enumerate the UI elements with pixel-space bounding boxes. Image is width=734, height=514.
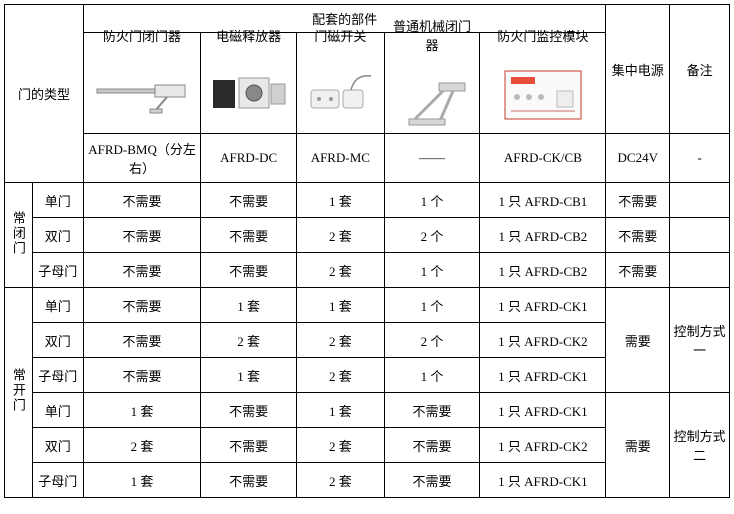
col-dsw: 门磁开关	[297, 33, 384, 134]
cell: 1 只 AFRD-CB2	[480, 253, 606, 288]
cell: 2 套	[201, 323, 297, 358]
cell: 2 个	[384, 218, 480, 253]
cell: 1 套	[297, 183, 384, 218]
model-row: AFRD-BMQ（分左右） AFRD-DC AFRD-MC —— AFRD-CK…	[5, 134, 730, 183]
group-nc: 常闭门	[5, 183, 33, 288]
cell: 不需要	[201, 428, 297, 463]
model-monitor: AFRD-CK/CB	[480, 134, 606, 183]
subtype-cell: 子母门	[32, 253, 83, 288]
model-power: DC24V	[606, 134, 670, 183]
cell: 1 只 AFRD-CK2	[480, 323, 606, 358]
subtype-cell: 双门	[32, 428, 83, 463]
spec-table: 门的类型 配套的部件 集中电源 备注 防火门闭门器 电磁释放器	[4, 4, 730, 498]
monitor-icon	[482, 49, 603, 141]
subtype-cell: 单门	[32, 393, 83, 428]
cell: 1 套	[201, 358, 297, 393]
subtype-cell: 单门	[32, 288, 83, 323]
cell: 不需要	[201, 253, 297, 288]
cell: 不需要	[384, 463, 480, 498]
emag-icon	[203, 49, 294, 141]
cell: 不需要	[384, 428, 480, 463]
closer-icon	[86, 49, 198, 141]
cell: 不需要	[606, 183, 670, 218]
cell: 1 只 AFRD-CB1	[480, 183, 606, 218]
cell	[670, 218, 730, 253]
col-note: 备注	[670, 5, 730, 134]
col-mech: 普通机械闭门器	[384, 33, 480, 134]
table-row: 常开门 单门 不需要 1 套 1 套 1 个 1 只 AFRD-CK1 需要 控…	[5, 288, 730, 323]
cell: 1 个	[384, 358, 480, 393]
table-row: 子母门 不需要 不需要 2 套 1 个 1 只 AFRD-CB2 不需要	[5, 253, 730, 288]
subtype-cell: 双门	[32, 323, 83, 358]
cell: 1 只 AFRD-CK1	[480, 463, 606, 498]
cell: 2 套	[297, 463, 384, 498]
model-emag: AFRD-DC	[201, 134, 297, 183]
cell: 1 个	[384, 288, 480, 323]
subtype-cell: 单门	[32, 183, 83, 218]
cell: 不需要	[83, 218, 200, 253]
cell: 1 只 AFRD-CK1	[480, 358, 606, 393]
cell: 1 套	[297, 393, 384, 428]
group-no: 常开门	[5, 288, 33, 498]
model-note: -	[670, 134, 730, 183]
table-row: 双门 不需要 不需要 2 套 2 个 1 只 AFRD-CB2 不需要	[5, 218, 730, 253]
cell	[670, 183, 730, 218]
cell: 控制方式二	[670, 393, 730, 498]
dsw-icon	[299, 49, 381, 141]
cell: 2 套	[297, 218, 384, 253]
cell: 不需要	[83, 183, 200, 218]
cell: 1 只 AFRD-CK1	[480, 393, 606, 428]
cell: 2 套	[297, 428, 384, 463]
model-dsw: AFRD-MC	[297, 134, 384, 183]
cell: 1 只 AFRD-CK1	[480, 288, 606, 323]
cell: 不需要	[606, 218, 670, 253]
cell: 1 只 AFRD-CK2	[480, 428, 606, 463]
cell: 不需要	[201, 183, 297, 218]
cell: 不需要	[606, 253, 670, 288]
cell: 不需要	[201, 463, 297, 498]
door-type-header: 门的类型	[5, 5, 84, 183]
cell: 1 个	[384, 183, 480, 218]
cell: 不需要	[201, 393, 297, 428]
cell: 1 个	[384, 253, 480, 288]
table-row: 常闭门 单门 不需要 不需要 1 套 1 个 1 只 AFRD-CB1 不需要	[5, 183, 730, 218]
cell: 2 套	[297, 253, 384, 288]
cell: 2 套	[83, 428, 200, 463]
cell: 1 套	[83, 393, 200, 428]
cell: 2 套	[297, 358, 384, 393]
cell: 控制方式一	[670, 288, 730, 393]
subtype-cell: 子母门	[32, 463, 83, 498]
cell: 需要	[606, 288, 670, 393]
col-monitor: 防火门监控模块	[480, 33, 606, 134]
cell: 2 套	[297, 323, 384, 358]
cell: 不需要	[384, 393, 480, 428]
cell: 1 套	[201, 288, 297, 323]
table-row: 单门 1 套 不需要 1 套 不需要 1 只 AFRD-CK1 需要 控制方式二	[5, 393, 730, 428]
mech-icon	[387, 58, 478, 150]
cell: 不需要	[201, 218, 297, 253]
cell: 需要	[606, 393, 670, 498]
cell: 不需要	[83, 253, 200, 288]
model-closer: AFRD-BMQ（分左右）	[83, 134, 200, 183]
subtype-cell: 子母门	[32, 358, 83, 393]
col-emag: 电磁释放器	[201, 33, 297, 134]
cell: 不需要	[83, 288, 200, 323]
door-type-label: 门的类型	[18, 87, 70, 102]
cell	[670, 253, 730, 288]
cell: 1 套	[83, 463, 200, 498]
cell: 不需要	[83, 358, 200, 393]
cell: 1 套	[297, 288, 384, 323]
col-closer: 防火门闭门器	[83, 33, 200, 134]
col-power: 集中电源	[606, 5, 670, 134]
cell: 2 个	[384, 323, 480, 358]
cell: 不需要	[83, 323, 200, 358]
cell: 1 只 AFRD-CB2	[480, 218, 606, 253]
subtype-cell: 双门	[32, 218, 83, 253]
